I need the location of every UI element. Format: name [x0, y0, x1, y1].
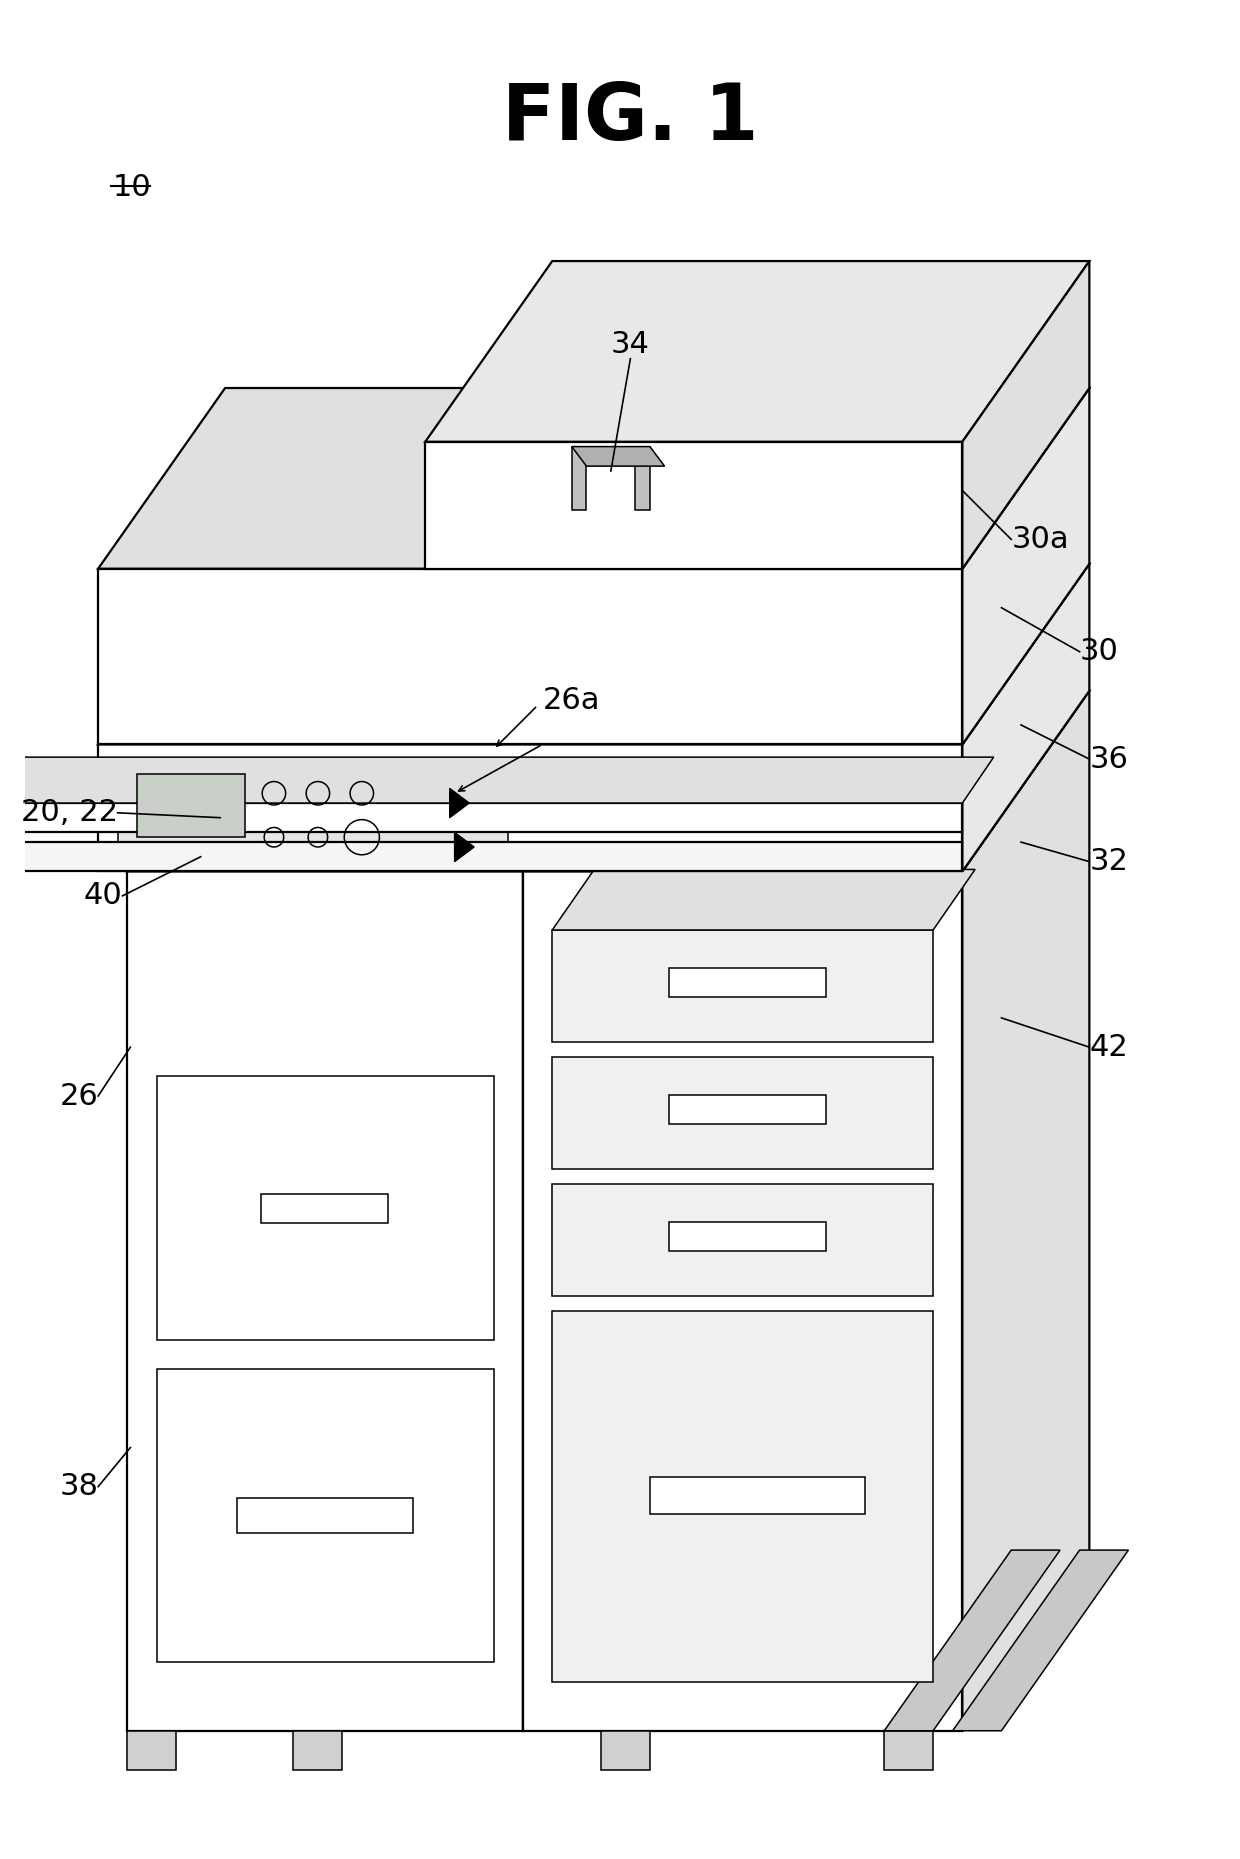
Polygon shape [425, 260, 1090, 442]
Polygon shape [670, 1221, 826, 1251]
Polygon shape [572, 446, 665, 467]
Polygon shape [294, 1731, 342, 1770]
Text: 42: 42 [1090, 1032, 1128, 1061]
Polygon shape [523, 872, 962, 1731]
Polygon shape [552, 870, 975, 930]
Text: FIG. 1: FIG. 1 [502, 80, 759, 156]
Text: 30: 30 [1080, 638, 1118, 666]
Polygon shape [425, 442, 962, 569]
Text: 10: 10 [113, 173, 151, 203]
Polygon shape [962, 563, 1090, 872]
Polygon shape [98, 569, 962, 744]
Polygon shape [635, 446, 650, 509]
Text: 26a: 26a [542, 686, 600, 716]
Polygon shape [670, 969, 826, 998]
Text: 38: 38 [60, 1472, 98, 1500]
Polygon shape [0, 803, 962, 833]
Polygon shape [962, 692, 1090, 1731]
Polygon shape [650, 1476, 864, 1513]
Polygon shape [98, 389, 1090, 569]
Polygon shape [128, 1731, 176, 1770]
Polygon shape [523, 692, 650, 1731]
Polygon shape [118, 758, 508, 861]
Polygon shape [98, 563, 1090, 744]
Polygon shape [552, 930, 934, 1043]
Polygon shape [98, 744, 962, 872]
Polygon shape [138, 773, 244, 837]
Polygon shape [884, 1731, 934, 1770]
Polygon shape [572, 446, 587, 509]
Polygon shape [455, 833, 474, 861]
Text: 30a: 30a [1012, 524, 1069, 554]
Polygon shape [601, 1731, 650, 1770]
Polygon shape [237, 1498, 413, 1532]
Polygon shape [450, 788, 469, 818]
Polygon shape [128, 692, 1090, 872]
Polygon shape [670, 1095, 826, 1125]
Polygon shape [952, 1550, 1128, 1731]
Polygon shape [0, 757, 993, 803]
Polygon shape [552, 1311, 934, 1682]
Polygon shape [262, 1193, 388, 1223]
Polygon shape [156, 1076, 494, 1340]
Polygon shape [962, 389, 1090, 744]
Polygon shape [962, 260, 1090, 569]
Polygon shape [552, 1184, 934, 1296]
Text: 34: 34 [611, 329, 650, 359]
Polygon shape [884, 1550, 1060, 1731]
Polygon shape [0, 842, 962, 872]
Text: 36: 36 [1090, 745, 1128, 773]
Text: 32: 32 [1090, 848, 1128, 876]
Polygon shape [156, 1370, 494, 1662]
Polygon shape [552, 1058, 934, 1169]
Text: 26: 26 [60, 1082, 98, 1110]
Polygon shape [128, 872, 523, 1731]
Text: 40: 40 [84, 881, 123, 911]
Text: 20, 22: 20, 22 [21, 798, 118, 827]
